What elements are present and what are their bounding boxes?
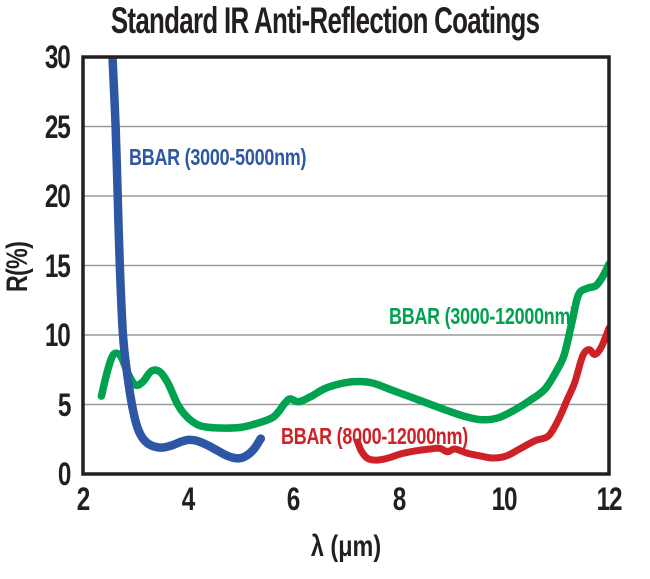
x-axis-title: λ (μm) xyxy=(310,530,382,563)
series-label-bbar-3000-12000nm: BBAR (3000-12000nm) xyxy=(389,303,576,329)
series-label-bbar-8000-12000nm: BBAR (8000-12000nm) xyxy=(281,423,468,449)
chart-title-text: Standard IR Anti-Reflection Coatings xyxy=(110,0,540,41)
plot-border xyxy=(81,55,611,476)
curve-bbar-3000-12000nm xyxy=(97,260,609,432)
curve-bbar-8000-12000nm xyxy=(354,324,609,464)
chart-title: Standard IR Anti-Reflection Coatings xyxy=(0,0,650,46)
curve-bbar-3000-5000nm xyxy=(108,57,266,463)
series-label-bbar-3000-5000nm: BBAR (3000-5000nm) xyxy=(129,144,307,170)
y-axis-title: R(%) xyxy=(1,241,34,293)
curves xyxy=(97,57,609,464)
